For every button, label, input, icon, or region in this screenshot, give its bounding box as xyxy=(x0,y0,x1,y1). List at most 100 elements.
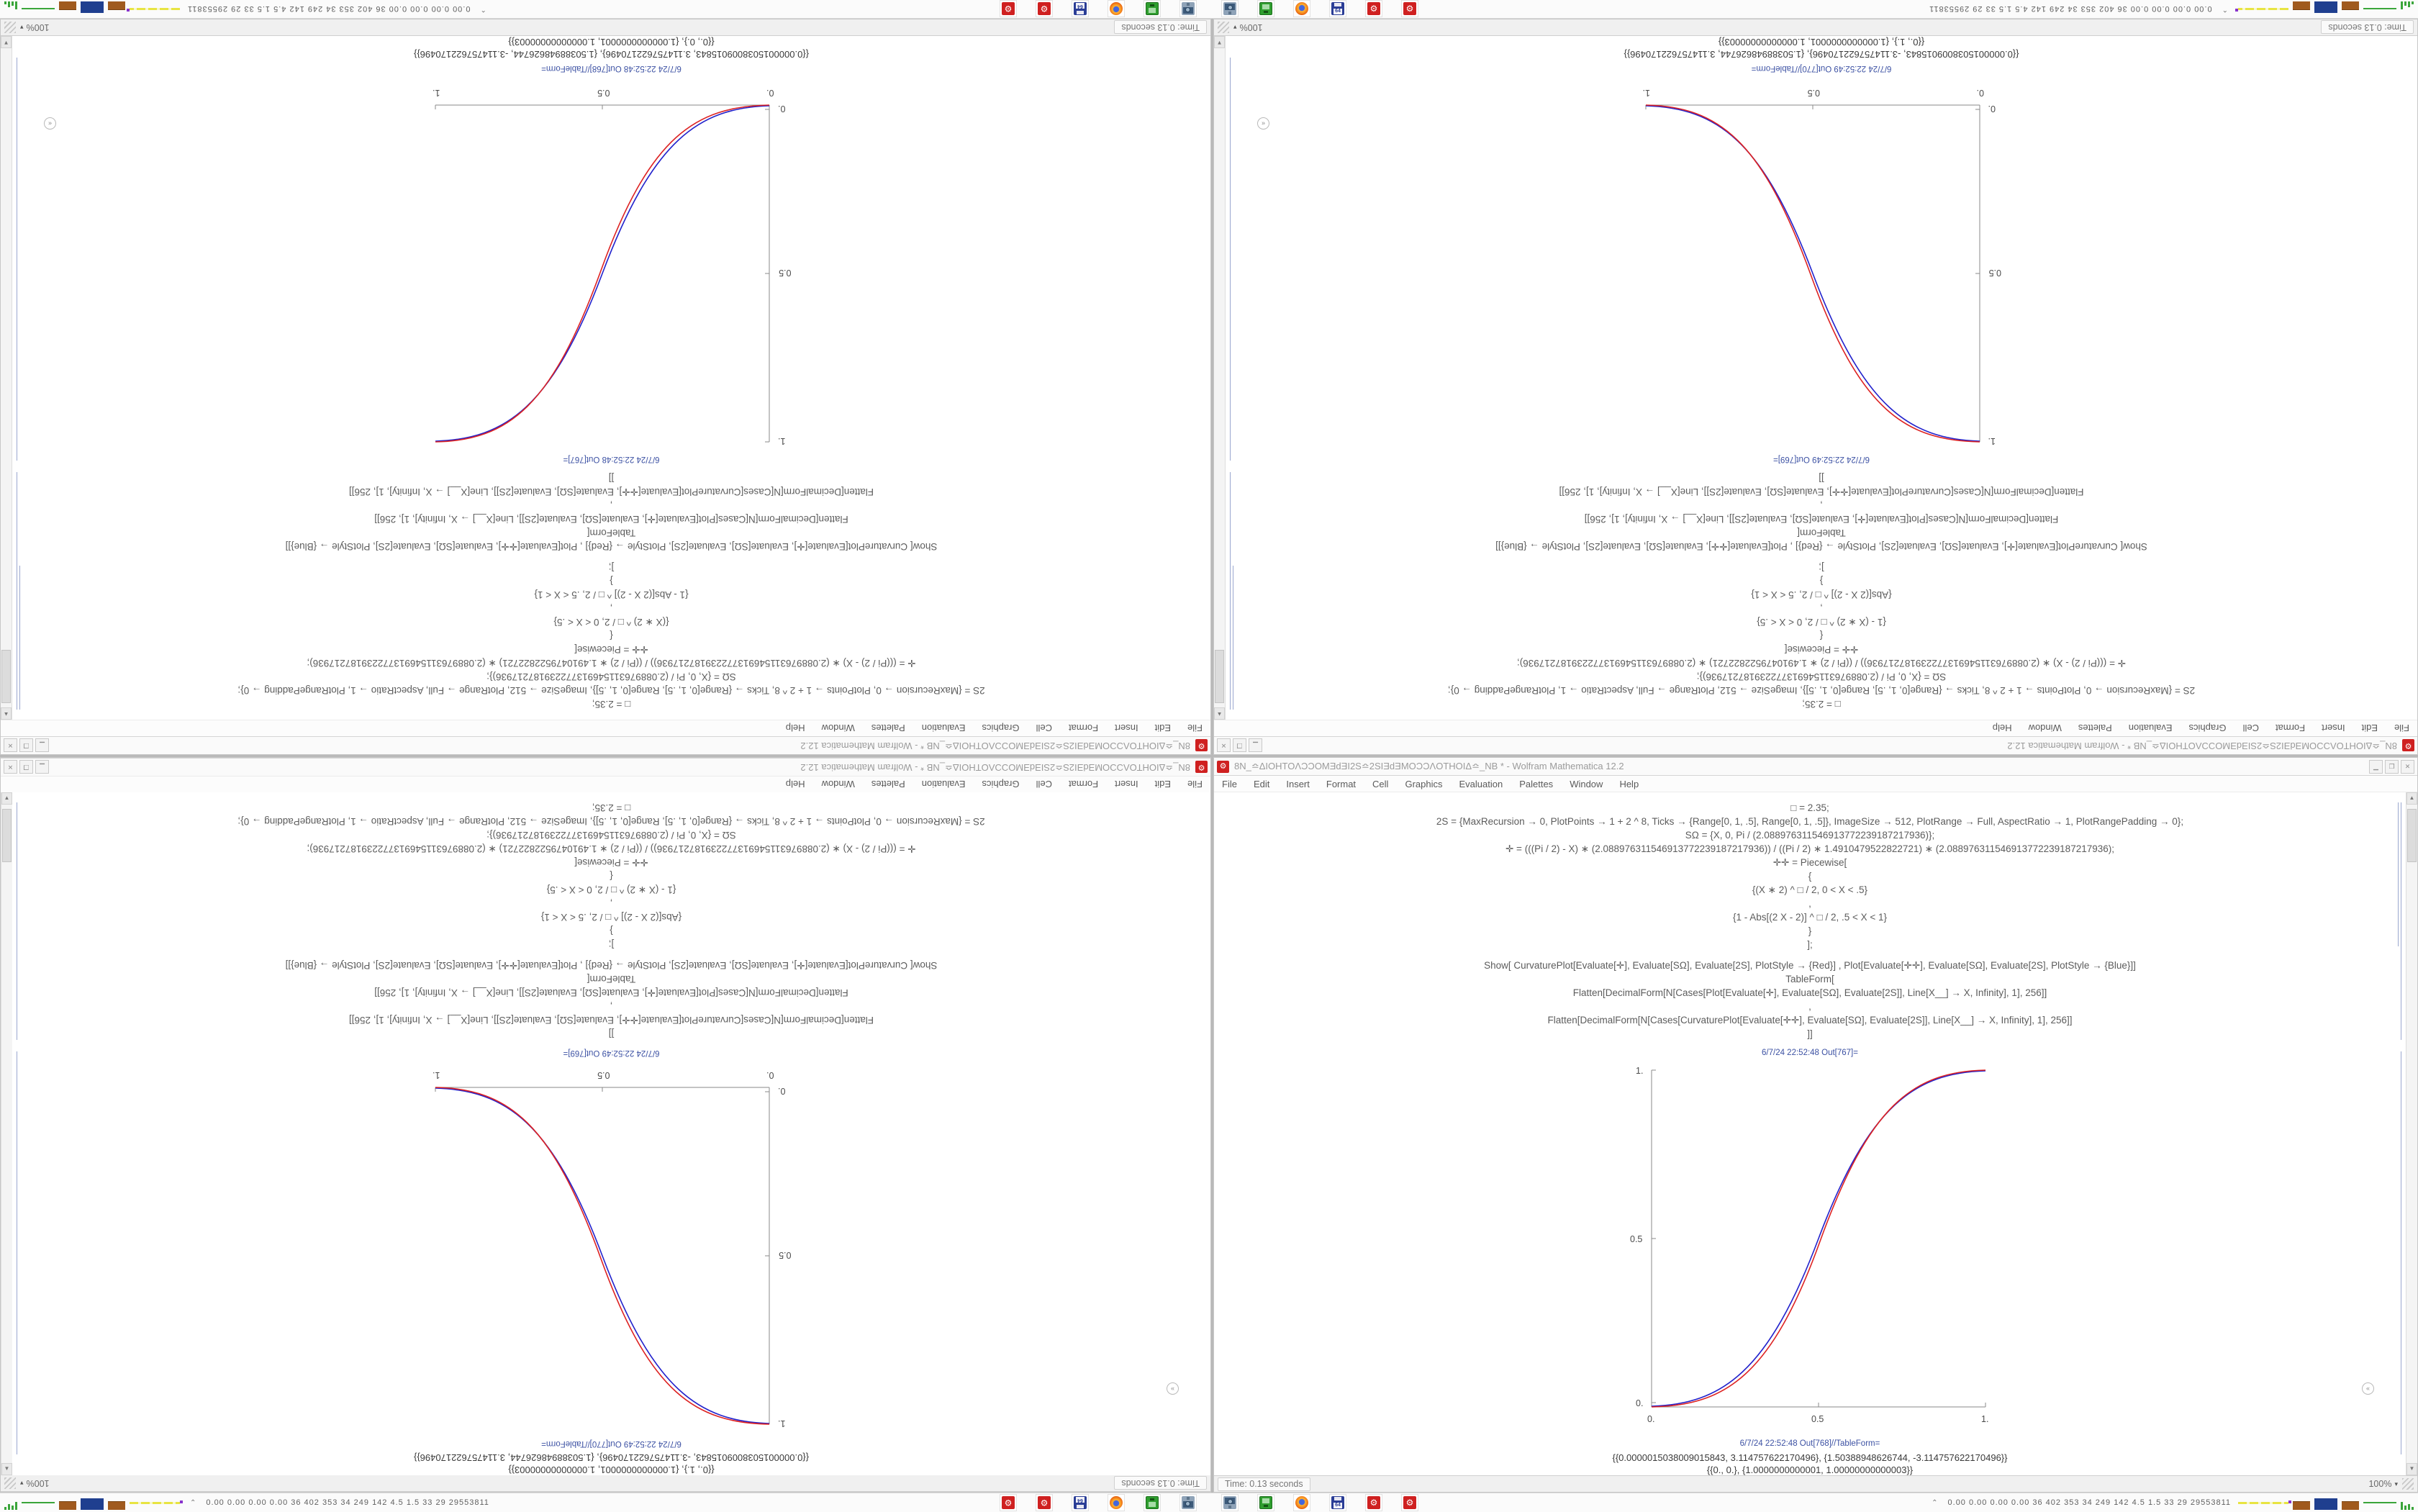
magnification-level[interactable]: 100% xyxy=(2368,1479,2392,1489)
firefox-icon[interactable] xyxy=(1293,0,1310,18)
menu-cell[interactable]: Cell xyxy=(2242,723,2259,734)
scrollbar-track[interactable] xyxy=(2406,805,2417,1463)
floppy-64-icon[interactable]: 64 xyxy=(1072,1494,1089,1511)
green-console-icon[interactable] xyxy=(1257,1494,1274,1511)
minimize-button[interactable]: ▁ xyxy=(2369,759,2383,774)
notebook-content[interactable]: □ = 2.35; 2S = {MaxRecursion → 0, PlotPo… xyxy=(1226,36,2417,720)
scroll-up-icon[interactable]: ▲ xyxy=(1,707,12,720)
resize-grip[interactable] xyxy=(4,1477,16,1489)
menu-evaluation[interactable]: Evaluation xyxy=(2128,723,2173,734)
window-titlebar[interactable]: ⚙ 8N_≏ΔIOHTOΛƆƆOMƎdƎI2S≏2SIƎdƎMOƆƆΛOTHOI… xyxy=(1214,758,2417,776)
menu-edit[interactable]: Edit xyxy=(1154,779,1172,790)
floppy-64-icon[interactable]: 64 xyxy=(1329,1494,1346,1511)
scroll-up-icon[interactable]: ▲ xyxy=(2406,792,2417,805)
maximize-button[interactable]: ❐ xyxy=(1233,738,1246,753)
resize-grip[interactable] xyxy=(4,22,16,33)
maximize-button[interactable]: ❐ xyxy=(2385,759,2399,774)
close-button[interactable]: ✕ xyxy=(4,760,17,774)
cell-group-chevron-icon[interactable]: « xyxy=(2362,1382,2374,1395)
menu-evaluation[interactable]: Evaluation xyxy=(1459,778,1503,789)
menu-window[interactable]: Window xyxy=(2028,723,2062,734)
firefox-icon[interactable] xyxy=(1108,0,1125,18)
remote-monitor-icon[interactable] xyxy=(1221,1494,1239,1511)
scrollbar-thumb[interactable] xyxy=(2,809,12,862)
menu-help[interactable]: Help xyxy=(785,723,805,734)
close-button[interactable]: ✕ xyxy=(1217,738,1231,753)
scrollbar-thumb[interactable] xyxy=(1215,650,1224,703)
red-gear-icon[interactable]: ⚙ xyxy=(1401,0,1418,18)
window-titlebar[interactable]: ⚙ 8N_≏ΔIOHTOΛƆƆOMƎdƎI2S≏2SIƎdƎMOƆƆΛOTHOI… xyxy=(1214,736,2417,754)
magnification-level[interactable]: 100% xyxy=(1239,22,1263,32)
scrollbar-thumb[interactable] xyxy=(1,650,11,703)
menu-insert[interactable]: Insert xyxy=(1115,779,1138,790)
panel-expander-icon[interactable]: ⌃ xyxy=(2222,5,2228,13)
scroll-up-icon[interactable]: ▲ xyxy=(1214,707,1225,720)
scroll-down-icon[interactable]: ▼ xyxy=(1214,36,1225,48)
scroll-down-icon[interactable]: ▼ xyxy=(1,1463,12,1475)
red-gear-icon[interactable]: ⚙ xyxy=(1401,1494,1418,1511)
menu-palettes[interactable]: Palettes xyxy=(871,779,905,790)
green-console-icon[interactable] xyxy=(1257,0,1274,18)
scrollbar-thumb[interactable] xyxy=(2407,809,2417,862)
vertical-scrollbar[interactable]: ▲ ▼ xyxy=(2406,792,2417,1475)
scrollbar-track[interactable] xyxy=(1,805,12,1463)
vertical-scrollbar[interactable]: ▲ ▼ xyxy=(1214,36,1226,720)
menu-cell[interactable]: Cell xyxy=(1036,779,1052,790)
menu-graphics[interactable]: Graphics xyxy=(982,779,1020,790)
menu-help[interactable]: Help xyxy=(1619,778,1639,789)
red-gear-icon[interactable]: ⚙ xyxy=(1036,1494,1053,1511)
menu-cell[interactable]: Cell xyxy=(1372,778,1389,789)
menu-graphics[interactable]: Graphics xyxy=(2188,723,2227,734)
scroll-up-icon[interactable]: ▲ xyxy=(1,792,12,805)
green-console-icon[interactable] xyxy=(1144,0,1161,18)
red-gear-icon[interactable]: ⚙ xyxy=(1036,0,1053,18)
cell-group-chevron-icon[interactable]: « xyxy=(44,117,56,130)
resize-grip[interactable] xyxy=(1218,22,1229,33)
vertical-scrollbar[interactable]: ▲ ▼ xyxy=(1,792,12,1475)
menu-edit[interactable]: Edit xyxy=(2361,723,2378,734)
close-button[interactable]: ✕ xyxy=(4,738,17,753)
magnification-caret-icon[interactable]: ▾ xyxy=(2394,1480,2398,1488)
menu-file[interactable]: File xyxy=(1187,723,1203,734)
scrollbar-track[interactable] xyxy=(1,48,12,707)
menu-file[interactable]: File xyxy=(1222,778,1237,789)
red-gear-icon[interactable]: ⚙ xyxy=(1365,1494,1382,1511)
red-gear-icon[interactable]: ⚙ xyxy=(1000,0,1017,18)
minimize-button[interactable]: ▁ xyxy=(1249,738,1262,753)
menu-insert[interactable]: Insert xyxy=(1286,778,1310,789)
magnification-caret-icon[interactable]: ▾ xyxy=(20,1480,24,1488)
magnification-caret-icon[interactable]: ▾ xyxy=(1233,24,1237,32)
remote-monitor-icon[interactable] xyxy=(1179,0,1197,18)
remote-monitor-icon[interactable] xyxy=(1179,1494,1197,1511)
floppy-64-icon[interactable]: 64 xyxy=(1329,0,1346,18)
green-console-icon[interactable] xyxy=(1144,1494,1161,1511)
window-titlebar[interactable]: ⚙ 8N_≏ΔIOHTOΛƆƆOMƎdƎI2S≏2SIƎdƎMOƆƆΛOTHOI… xyxy=(1,736,1210,754)
firefox-icon[interactable] xyxy=(1108,1494,1125,1511)
menu-insert[interactable]: Insert xyxy=(1115,723,1138,734)
menu-format[interactable]: Format xyxy=(1326,778,1357,789)
menu-edit[interactable]: Edit xyxy=(1154,723,1172,734)
red-gear-icon[interactable]: ⚙ xyxy=(1000,1494,1017,1511)
menu-graphics[interactable]: Graphics xyxy=(1405,778,1443,789)
menu-file[interactable]: File xyxy=(1187,779,1203,790)
magnification-caret-icon[interactable]: ▾ xyxy=(20,24,24,32)
vertical-scrollbar[interactable]: ▲ ▼ xyxy=(1,36,12,720)
menu-window[interactable]: Window xyxy=(821,723,855,734)
menu-format[interactable]: Format xyxy=(1068,723,1099,734)
window-titlebar[interactable]: ⚙ 8N_≏ΔIOHTOΛƆƆOMƎdƎI2S≏2SIƎdƎMOƆƆΛOTHOI… xyxy=(1,758,1210,776)
menu-evaluation[interactable]: Evaluation xyxy=(921,723,966,734)
menu-palettes[interactable]: Palettes xyxy=(871,723,905,734)
menu-help[interactable]: Help xyxy=(785,779,805,790)
minimize-button[interactable]: ▁ xyxy=(35,738,49,753)
menu-help[interactable]: Help xyxy=(1992,723,2012,734)
menu-file[interactable]: File xyxy=(2394,723,2409,734)
notebook-content[interactable]: □ = 2.35; 2S = {MaxRecursion → 0, PlotPo… xyxy=(12,36,1210,720)
remote-monitor-icon[interactable] xyxy=(1221,0,1239,18)
menu-edit[interactable]: Edit xyxy=(1253,778,1270,789)
panel-expander-icon[interactable]: ⌃ xyxy=(480,5,486,13)
resize-grip[interactable] xyxy=(2402,1478,2414,1490)
menu-format[interactable]: Format xyxy=(1068,779,1099,790)
cell-group-chevron-icon[interactable]: « xyxy=(1257,117,1269,130)
menu-format[interactable]: Format xyxy=(2275,723,2306,734)
magnification-level[interactable]: 100% xyxy=(26,22,50,32)
